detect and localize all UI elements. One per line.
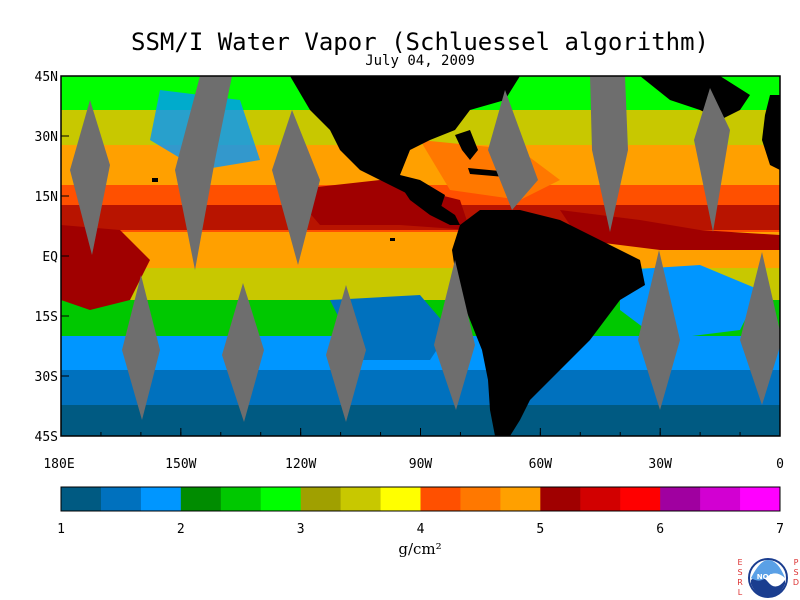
lat-tick-label: 15S: [35, 310, 58, 325]
colorbar-label: 6: [656, 522, 664, 537]
swath-gap: [122, 275, 160, 420]
noaa-emblem-icon: NOAA: [748, 558, 788, 598]
colorbar-swatch: [660, 487, 701, 511]
colorbar-swatch: [340, 487, 382, 511]
warm-pool-west: [61, 225, 150, 310]
land-africa: [762, 95, 780, 170]
land-canada-east: [640, 76, 750, 120]
lon-tick-label: 150W: [165, 457, 196, 472]
colorbar-swatch: [61, 487, 102, 511]
colorbar-swatch: [580, 487, 621, 511]
colorbar-label: 3: [297, 522, 305, 537]
swath-gap: [740, 252, 780, 405]
swath-gaps: [70, 76, 780, 422]
swath-gap: [272, 110, 320, 265]
colorbar-swatch: [260, 487, 302, 511]
colorbar-swatch: [460, 487, 501, 511]
colorbar-swatch: [700, 487, 741, 511]
swath-gap: [638, 250, 680, 410]
colorbar-swatch: [420, 487, 461, 511]
colorbar-swatch: [620, 487, 661, 511]
logo-left-text: E S R L: [737, 558, 743, 597]
lon-tick-label: 90W: [409, 457, 433, 472]
colorbar-swatch: [540, 487, 581, 511]
colorbar-label: 7: [776, 522, 784, 537]
colorbar-swatch: [740, 487, 781, 511]
chart-title: SSM/I Water Vapor (Schluessel algorithm): [131, 28, 709, 56]
swath-gap: [175, 76, 232, 270]
lon-tick-label: 30W: [648, 457, 672, 472]
lon-tick-label: 120W: [285, 457, 316, 472]
lat-tick-label: 45N: [35, 70, 58, 85]
lat-tick-label: EQ: [42, 250, 58, 265]
lon-tick-label: 0: [776, 457, 784, 472]
colorbar-label: 4: [417, 522, 425, 537]
land-central-america: [400, 185, 460, 225]
lat-tick-label: 30S: [35, 370, 58, 385]
lon-tick-label: 60W: [529, 457, 553, 472]
swath-gap: [590, 76, 628, 232]
swath-gap: [326, 285, 366, 422]
colorbar-swatch: [300, 487, 342, 511]
longitude-axis: 180E 150W 120W 90W 60W 30W 0: [43, 428, 784, 472]
lat-tick-label: 45S: [35, 430, 58, 445]
colorbar-swatch: [100, 487, 142, 511]
swath-gap: [488, 90, 538, 210]
colorbar-swatch: [380, 487, 421, 511]
colorbar-swatch: [220, 487, 262, 511]
latitude-axis: 45N 30N 15N EQ 15S 30S 45S: [35, 70, 69, 445]
colorbar-label: 5: [536, 522, 544, 537]
lon-tick-label: 180E: [43, 457, 74, 472]
colorbar-swatch: [140, 487, 182, 511]
noaa-logo: E S R L NOAA P S D: [736, 556, 800, 600]
land-north-america: [290, 76, 520, 210]
swath-gap: [70, 100, 110, 255]
chart-date: July 04, 2009: [365, 53, 475, 69]
land-florida: [455, 130, 478, 160]
logo-badge-text: NOAA: [757, 573, 780, 581]
swath-gap: [222, 283, 264, 422]
atlantic-itcz: [560, 210, 780, 250]
lat-tick-label: 30N: [35, 130, 58, 145]
colorbar-swatch: [180, 487, 222, 511]
lat-tick-label: 15N: [35, 190, 58, 205]
colorbar: 1 2 3 4 5 6 7: [57, 486, 784, 537]
swath-gap: [694, 88, 730, 232]
logo-right-text: P S D: [792, 558, 800, 587]
colorbar-label: 2: [177, 522, 185, 537]
swath-gap: [434, 260, 475, 410]
land-hawaii: [152, 178, 158, 182]
colorbar-swatch: [500, 487, 541, 511]
colorbar-label: 1: [57, 522, 65, 537]
colorbar-units: g/cm²: [398, 540, 442, 558]
land-south-america: [452, 210, 645, 436]
colorbar-frame: [60, 486, 781, 512]
land-galapagos: [390, 238, 395, 241]
